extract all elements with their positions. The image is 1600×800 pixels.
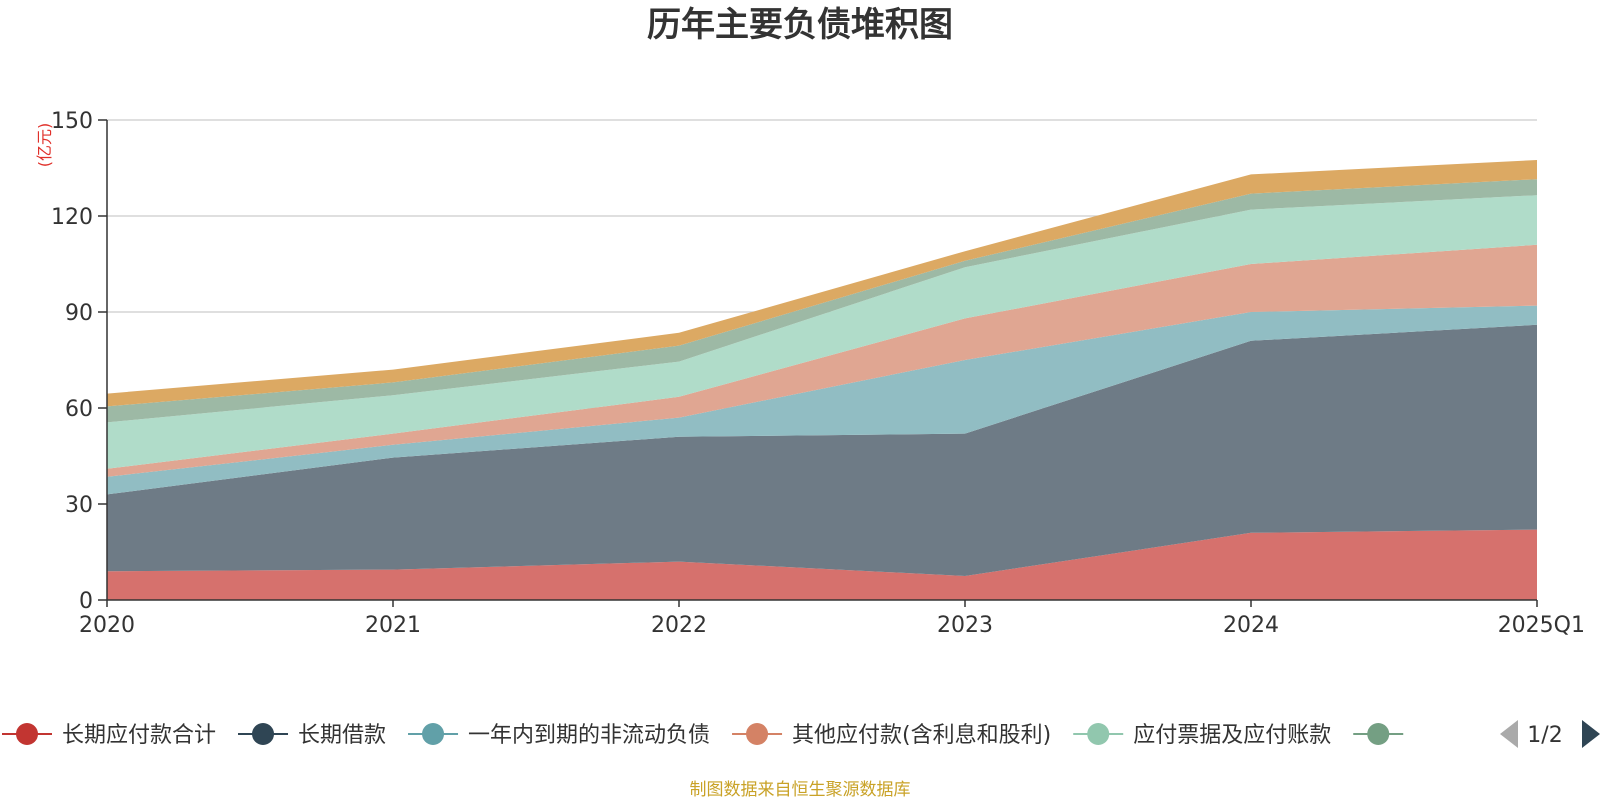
legend-item[interactable]: 应付票据及应付账款 — [1073, 723, 1331, 748]
legend-marker-icon — [1087, 723, 1110, 745]
legend-label: 长期借款 — [298, 723, 386, 748]
y-tick-label: 120 — [51, 205, 93, 230]
legend-page-indicator: 1/2 — [1527, 723, 1562, 748]
legend-item[interactable]: 长期借款 — [238, 723, 386, 748]
x-tick-label: 2024 — [1223, 613, 1279, 638]
legend-label: 一年内到期的非流动负债 — [468, 723, 710, 748]
area-series-0 — [107, 529, 1537, 600]
y-tick-label: 90 — [65, 301, 93, 326]
axes — [98, 119, 1538, 607]
legend-label: 其他应付款(含利息和股利) — [792, 723, 1051, 748]
source-note: 制图数据来自恒生聚源数据库 — [690, 780, 911, 800]
area-series-1 — [107, 324, 1537, 576]
area-series-4 — [107, 195, 1537, 469]
y-tick-labels: 0 30 60 90 120 150 — [51, 109, 93, 614]
legend-marker-icon — [422, 723, 445, 745]
legend-marker-icon — [746, 723, 769, 745]
legend-item[interactable] — [1353, 723, 1404, 745]
legend-label: 长期应付款合计 — [62, 723, 216, 748]
legend-prev-arrow-icon[interactable] — [1500, 720, 1518, 748]
legend-item[interactable]: 其他应付款(含利息和股利) — [732, 723, 1051, 748]
area-series — [107, 160, 1537, 600]
x-tick-labels: 2020 2021 2022 2023 2024 2025Q1 — [79, 613, 1585, 638]
area-series-2 — [107, 305, 1537, 495]
legend-next-arrow-icon[interactable] — [1582, 720, 1600, 748]
area-series-5 — [107, 179, 1537, 423]
legend-marker-icon — [252, 723, 275, 745]
area-series-6 — [107, 160, 1537, 407]
legend-label: 应付票据及应付账款 — [1133, 723, 1331, 748]
y-tick-label: 60 — [65, 397, 93, 422]
legend-item[interactable]: 一年内到期的非流动负债 — [408, 723, 710, 748]
legend-pager: 1/2 — [1500, 720, 1600, 748]
legend[interactable]: 长期应付款合计 长期借款 一年内到期的非流动负债 其他应付款(含利息和股利) 应付票据及… — [2, 723, 1404, 748]
legend-item[interactable]: 长期应付款合计 — [2, 723, 216, 748]
x-tick-label: 2025Q1 — [1498, 613, 1585, 638]
y-axis-unit: (亿元) — [35, 123, 54, 168]
x-tick-label: 2023 — [937, 613, 993, 638]
y-tick-label: 150 — [51, 109, 93, 134]
y-tick-label: 30 — [65, 493, 93, 518]
x-tick-label: 2021 — [365, 613, 421, 638]
x-tick-label: 2020 — [79, 613, 135, 638]
legend-marker-icon — [1367, 723, 1390, 745]
chart-title: 历年主要负债堆积图 — [647, 5, 953, 45]
x-tick-label: 2022 — [651, 613, 707, 638]
y-tick-label: 0 — [79, 589, 93, 614]
legend-marker-icon — [16, 723, 38, 745]
area-series-3 — [107, 244, 1537, 477]
